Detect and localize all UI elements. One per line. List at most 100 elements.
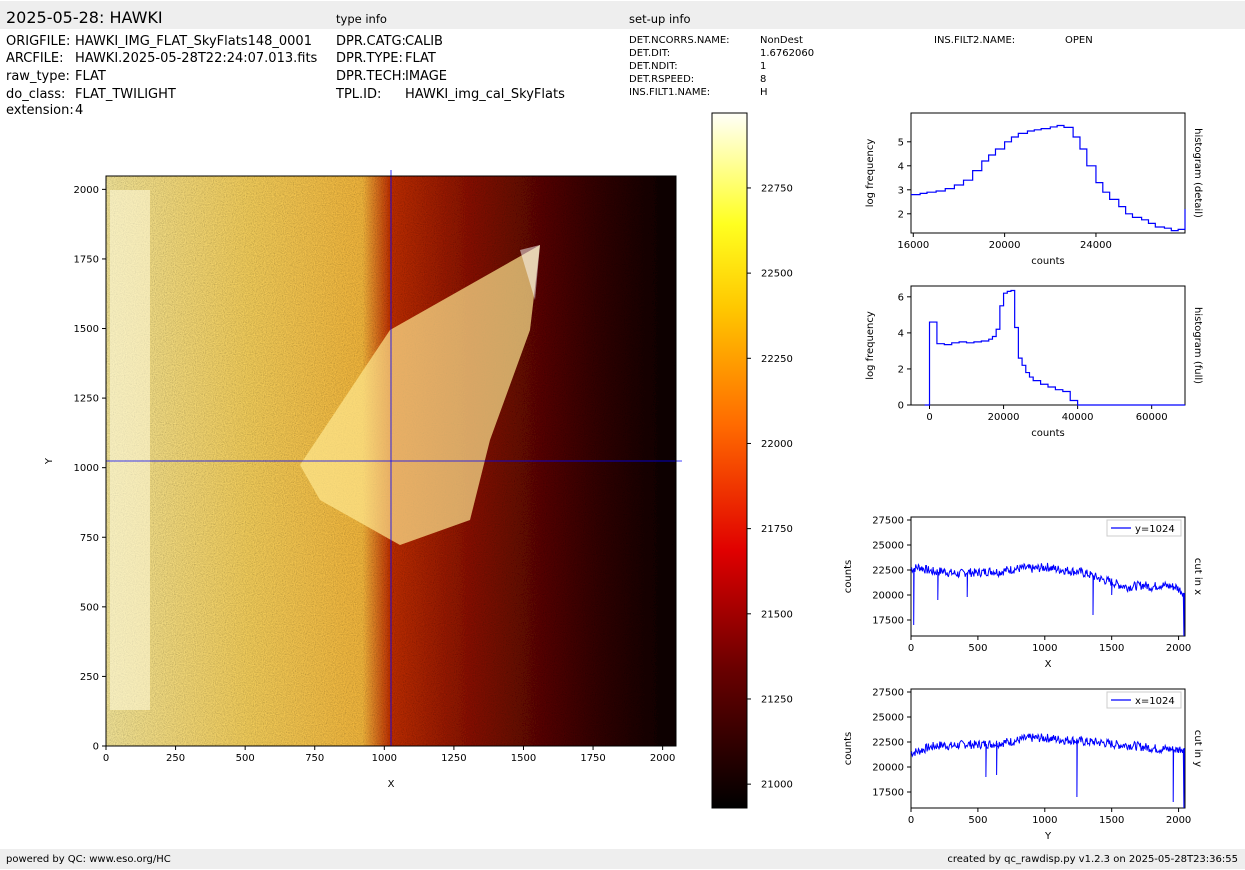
cut-series xyxy=(910,562,1185,637)
x-tick-label: 2000 xyxy=(1166,643,1191,654)
type-info-key: DPR.TYPE: xyxy=(336,51,403,66)
setup-info-value: 8 xyxy=(760,74,767,85)
y-axis-label: log frequency xyxy=(865,139,876,208)
colorbar-tick-label: 22250 xyxy=(761,354,793,365)
legend-label: y=1024 xyxy=(1135,524,1175,535)
type-info-key: DPR.CATG: xyxy=(336,34,406,49)
y-tick-label: 22500 xyxy=(872,566,904,577)
x-tick-label: 500 xyxy=(968,643,987,654)
file-info-value: 4 xyxy=(75,103,84,118)
y-tick-label: 6 xyxy=(898,292,904,303)
type-info-key: TPL.ID: xyxy=(336,87,382,102)
y-axis-label: counts xyxy=(843,560,854,593)
y-tick-label: 0 xyxy=(898,401,904,412)
y-tick-label: 4 xyxy=(898,328,904,339)
setup-info-key: DET.RSPEED: xyxy=(629,74,695,85)
histogram-series xyxy=(911,124,1186,232)
side-label: cut in y xyxy=(1192,730,1203,767)
legend-box xyxy=(1106,519,1182,537)
y-tick-label: 1000 xyxy=(74,463,99,474)
x-tick-label: 0 xyxy=(908,643,914,654)
setup-info-key: DET.DIT: xyxy=(629,48,671,59)
footer-right: created by qc_rawdisp.py v1.2.3 on 2025-… xyxy=(947,854,1238,865)
file-info-key: raw_type: xyxy=(6,69,70,84)
x-tick-label: 250 xyxy=(166,753,185,764)
x-tick-label: 1000 xyxy=(372,753,397,764)
file-info-key: ORIGFILE: xyxy=(6,34,71,49)
cut-in-y-plot: 0 500 1000 1500 2000 17500 20000 22500 25000 2750… xyxy=(843,688,1203,843)
colorbar-tick-label: 21750 xyxy=(761,524,793,535)
colorbar-tick-label: 21250 xyxy=(761,694,793,705)
x-axis-label: counts xyxy=(1031,256,1064,267)
histogram-full-plot: 0 20000 40000 60000 0 2 4 6 counts log frequency h… xyxy=(865,285,1203,439)
file-info-key: ARCFILE: xyxy=(6,51,64,66)
cut-in-x-plot: 0 500 1000 1500 2000 17500 20000 22500 25000 2750… xyxy=(843,516,1203,671)
x-tick-label: 1500 xyxy=(1099,643,1124,654)
y-tick-label: 20000 xyxy=(872,591,904,602)
x-axis-label: X xyxy=(388,779,395,790)
y-tick-label: 2 xyxy=(898,364,904,375)
x-tick-label: 20000 xyxy=(988,412,1020,423)
page-title: 2025-05-28: HAWKI xyxy=(6,8,163,27)
y-tick-label: 2 xyxy=(898,209,904,220)
y-tick-label: 25000 xyxy=(872,713,904,724)
type-info-heading: type info xyxy=(336,12,387,26)
x-tick-label: 40000 xyxy=(1062,412,1094,423)
y-tick-label: 5 xyxy=(898,137,904,148)
y-tick-label: 1750 xyxy=(74,254,99,265)
plot-frame xyxy=(910,516,1186,637)
y-tick-label: 17500 xyxy=(872,788,904,799)
setup-info-key: DET.NCORRS.NAME: xyxy=(629,35,730,46)
legend-label: x=1024 xyxy=(1135,696,1175,707)
type-info-value: FLAT xyxy=(405,51,436,66)
colorbar-tick-label: 21500 xyxy=(761,609,793,620)
file-info-value: FLAT_TWILIGHT xyxy=(75,87,176,102)
y-tick-label: 2000 xyxy=(74,185,99,196)
x-tick-label: 1500 xyxy=(1099,815,1124,826)
cut-series xyxy=(910,733,1185,809)
plot-frame xyxy=(910,285,1186,406)
histogram-detail-plot: 16000 20000 24000 2 3 4 5 counts log frequency hi… xyxy=(865,112,1203,267)
footer-bar xyxy=(0,849,1245,869)
type-info-value: CALIB xyxy=(405,34,443,49)
type-info-key: DPR.TECH: xyxy=(336,69,406,84)
y-tick-label: 27500 xyxy=(872,516,904,527)
y-tick-label: 250 xyxy=(80,672,99,683)
setup-info-key: INS.FILT2.NAME: xyxy=(934,35,1016,46)
setup-info-key: INS.FILT1.NAME: xyxy=(629,87,711,98)
x-tick-label: 60000 xyxy=(1136,412,1168,423)
side-label: histogram (full) xyxy=(1192,307,1203,384)
x-tick-label: 1750 xyxy=(580,753,605,764)
detector-image-panel: 0 250 500 750 1000 1250 1500 1750 2000 0 250 500 750… xyxy=(44,170,682,790)
x-tick-label: 16000 xyxy=(897,240,929,251)
histogram-series xyxy=(924,289,1185,406)
y-axis-label: counts xyxy=(843,732,854,765)
x-axis-label: counts xyxy=(1031,428,1064,439)
y-tick-label: 0 xyxy=(93,742,99,753)
y-tick-label: 27500 xyxy=(872,688,904,699)
plot-frame xyxy=(910,688,1186,809)
header-bar xyxy=(0,1,1245,29)
y-tick-label: 1250 xyxy=(74,394,99,405)
y-tick-label: 3 xyxy=(898,185,904,196)
x-tick-label: 0 xyxy=(926,412,932,423)
y-tick-label: 750 xyxy=(80,533,99,544)
y-tick-label: 1500 xyxy=(74,324,99,335)
x-tick-label: 1000 xyxy=(1032,643,1057,654)
setup-info-value: 1 xyxy=(760,61,767,72)
x-tick-label: 0 xyxy=(908,815,914,826)
side-label: histogram (detail) xyxy=(1192,128,1203,218)
y-tick-label: 20000 xyxy=(872,763,904,774)
file-info-value: HAWKI.2025-05-28T22:24:07.013.fits xyxy=(75,51,318,66)
x-tick-label: 0 xyxy=(103,753,109,764)
setup-info-heading: set-up info xyxy=(629,12,691,26)
colorbar-tick-label: 21000 xyxy=(761,780,793,791)
setup-info-value: NonDest xyxy=(760,35,803,46)
image-bright-edge xyxy=(520,245,540,300)
image-bright-strip xyxy=(110,190,150,710)
legend-box xyxy=(1106,691,1182,709)
x-tick-label: 1500 xyxy=(511,753,536,764)
y-axis-label: log frequency xyxy=(865,311,876,380)
x-tick-label: 500 xyxy=(968,815,987,826)
